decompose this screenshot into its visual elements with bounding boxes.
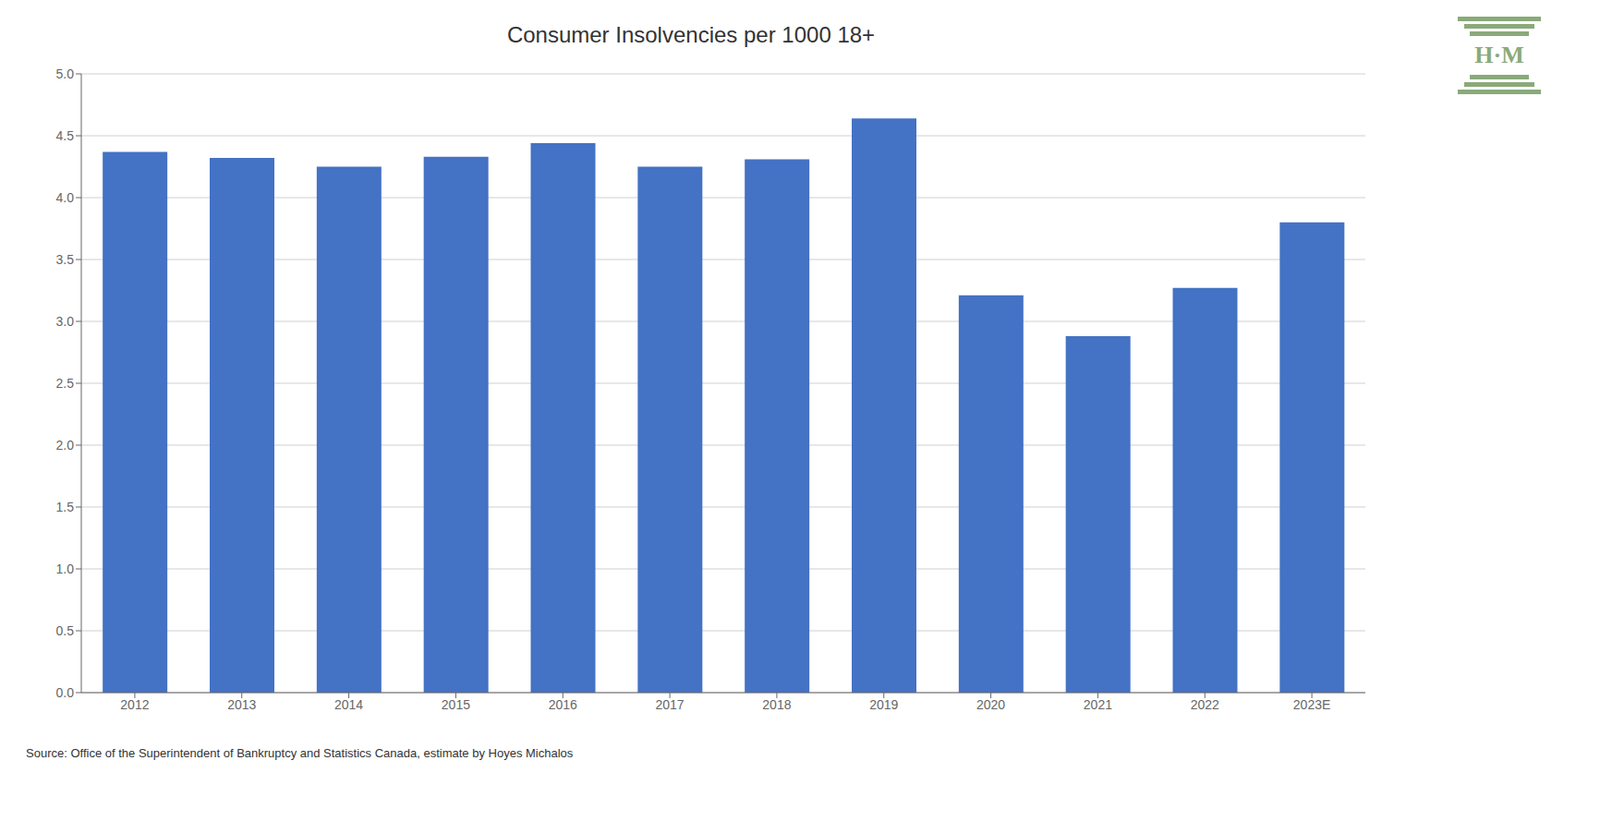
svg-text:0.5: 0.5 bbox=[56, 623, 75, 639]
svg-text:2023E: 2023E bbox=[1293, 697, 1331, 713]
svg-text:3.5: 3.5 bbox=[56, 252, 75, 267]
svg-text:2014: 2014 bbox=[334, 697, 364, 713]
svg-text:2018: 2018 bbox=[762, 697, 791, 713]
svg-text:5.0: 5.0 bbox=[56, 66, 75, 82]
svg-text:2019: 2019 bbox=[869, 697, 898, 713]
svg-text:2021: 2021 bbox=[1083, 697, 1113, 713]
svg-text:4.5: 4.5 bbox=[56, 128, 75, 144]
svg-text:2013: 2013 bbox=[227, 697, 256, 713]
svg-text:3.0: 3.0 bbox=[56, 314, 75, 329]
svg-text:2012: 2012 bbox=[120, 697, 149, 713]
svg-text:2020: 2020 bbox=[976, 697, 1006, 713]
svg-text:1.5: 1.5 bbox=[56, 499, 75, 515]
html-text:H·M: H·M bbox=[1474, 41, 1524, 69]
svg-text:2.5: 2.5 bbox=[56, 375, 75, 391]
html-text:Consumer Insolvencies per 1000: Consumer Insolvencies per 1000 18+ bbox=[507, 22, 875, 48]
svg-text:2017: 2017 bbox=[655, 697, 685, 713]
html-text:Source: Office of the Superint: Source: Office of the Superintendent of … bbox=[25, 746, 574, 761]
svg-text:4.0: 4.0 bbox=[56, 190, 75, 206]
svg-text:2.0: 2.0 bbox=[56, 437, 75, 453]
svg-text:0.0: 0.0 bbox=[56, 685, 75, 701]
svg-text:2022: 2022 bbox=[1190, 697, 1220, 713]
svg-text:2015: 2015 bbox=[441, 697, 471, 713]
svg-text:1.0: 1.0 bbox=[56, 561, 75, 577]
svg-text:2016: 2016 bbox=[548, 697, 578, 713]
